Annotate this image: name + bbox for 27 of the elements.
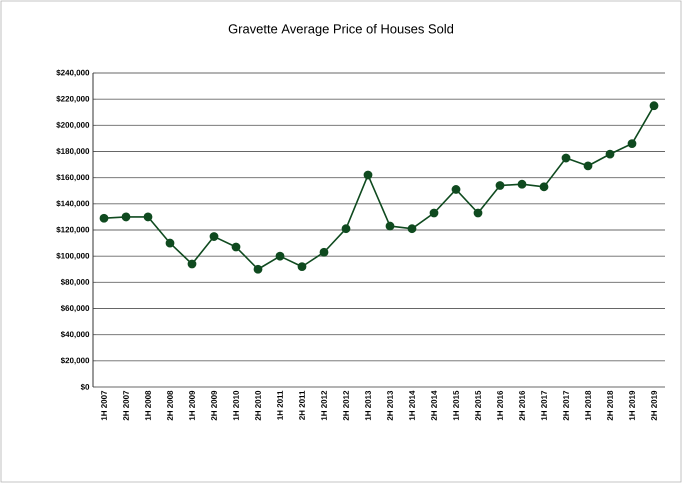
point [606,150,614,159]
point [650,101,658,110]
point [342,224,350,234]
point [254,264,262,274]
point [584,161,592,170]
point [122,212,130,222]
chart-title: Gravette Average Price of Houses Sold [228,24,454,36]
point [430,208,438,218]
point [408,224,416,234]
point [188,260,196,268]
point [474,208,482,218]
point [210,232,218,241]
point [298,262,306,272]
point [320,248,328,257]
point [452,185,460,194]
point [144,212,152,222]
point [232,242,240,252]
point [364,170,372,180]
point [496,181,504,190]
point [540,182,548,192]
point [628,139,636,148]
point [562,154,570,162]
point [100,214,108,223]
point [276,252,284,261]
point [166,238,174,248]
point [518,180,526,189]
point [386,222,394,230]
